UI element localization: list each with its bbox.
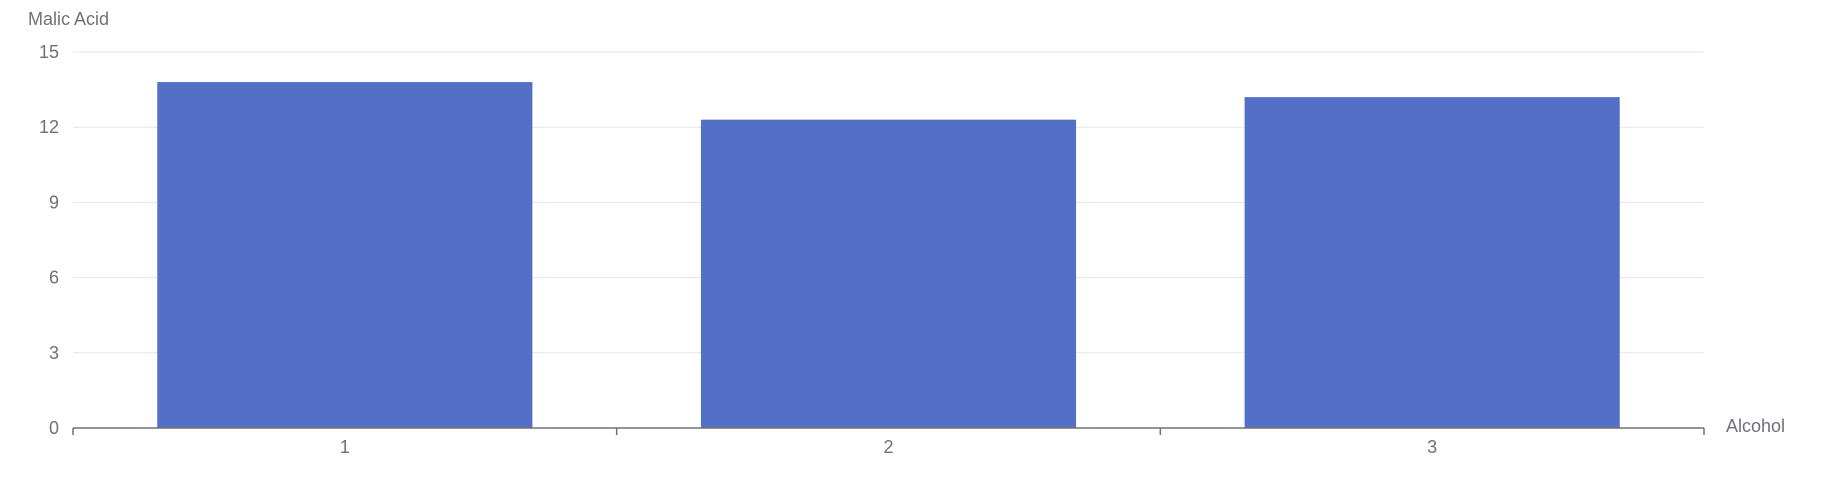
y-tick-label: 12: [39, 117, 59, 137]
bar[interactable]: [700, 119, 1077, 429]
y-tick-label: 0: [49, 418, 59, 438]
x-tick-label: 2: [883, 437, 893, 457]
y-tick-label: 6: [49, 268, 59, 288]
y-tick-label: 9: [49, 192, 59, 212]
y-tick-label: 3: [49, 343, 59, 363]
x-axis-title: Alcohol: [1726, 416, 1785, 436]
y-tick-label: 15: [39, 42, 59, 62]
bar[interactable]: [1244, 97, 1620, 429]
bar[interactable]: [157, 82, 533, 428]
x-tick-label: 3: [1427, 437, 1437, 457]
x-tick-label: 1: [340, 437, 350, 457]
y-axis-title: Malic Acid: [28, 9, 109, 29]
bar-series: [157, 82, 1620, 429]
